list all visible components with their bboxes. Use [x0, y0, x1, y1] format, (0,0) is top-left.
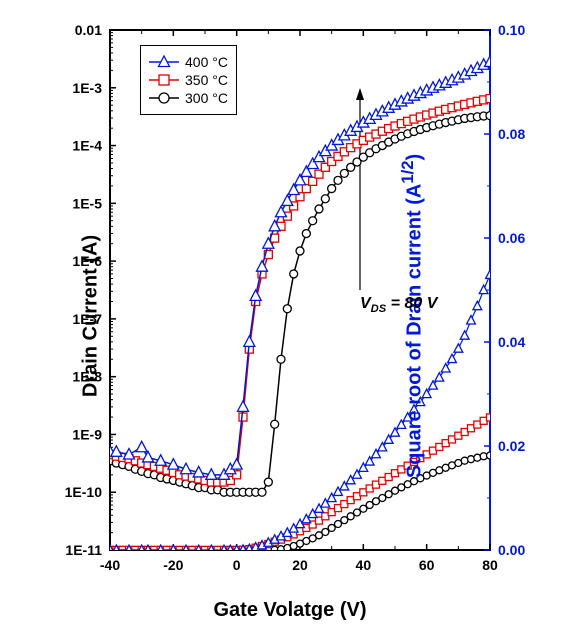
vds-prefix: V: [360, 295, 371, 312]
vds-suffix: = 80 V: [386, 295, 437, 312]
svg-text:-20: -20: [163, 557, 183, 573]
svg-text:1E-11: 1E-11: [65, 542, 102, 558]
vds-sub: DS: [371, 303, 387, 315]
legend-label: 350 °C: [185, 72, 228, 88]
svg-text:0.06: 0.06: [498, 230, 525, 246]
svg-text:0: 0: [233, 557, 241, 573]
y-axis-right-label: Square root of Drain current (A1/2): [398, 154, 427, 478]
svg-text:0.00: 0.00: [498, 542, 525, 558]
legend-label: 400 °C: [185, 54, 228, 70]
y-axis-left-label: Drain Current (A): [80, 235, 103, 397]
svg-text:1E-10: 1E-10: [65, 484, 103, 500]
y-axis-right-label-tail: ): [403, 154, 425, 161]
y-axis-right-label-text: Square root of Drain current (A: [403, 184, 425, 478]
svg-text:60: 60: [419, 557, 435, 573]
svg-text:1E-4: 1E-4: [72, 138, 102, 154]
svg-text:0.02: 0.02: [498, 438, 525, 454]
svg-text:1E-5: 1E-5: [72, 195, 102, 211]
svg-text:-40: -40: [100, 557, 120, 573]
svg-text:40: 40: [356, 557, 372, 573]
svg-text:0.10: 0.10: [498, 22, 525, 38]
svg-text:0.04: 0.04: [498, 334, 525, 350]
legend: 400 °C 350 °C 300 °C: [140, 45, 237, 115]
svg-text:80: 80: [482, 557, 498, 573]
svg-text:1E-3: 1E-3: [72, 80, 102, 96]
vds-annotation: VDS = 80 V: [360, 295, 437, 315]
svg-text:0.08: 0.08: [498, 126, 525, 142]
svg-text:1E-9: 1E-9: [72, 426, 102, 442]
y-axis-right-label-sup: 1/2: [398, 161, 417, 184]
legend-label: 300 °C: [185, 90, 228, 106]
x-axis-label: Gate Volatge (V): [214, 599, 367, 622]
legend-item: 300 °C: [149, 90, 228, 106]
svg-text:20: 20: [292, 557, 308, 573]
svg-text:0.01: 0.01: [75, 22, 102, 38]
legend-item: 400 °C: [149, 54, 228, 70]
legend-item: 350 °C: [149, 72, 228, 88]
chart-container: -40-200204060801E-111E-101E-91E-81E-71E-…: [0, 0, 580, 632]
